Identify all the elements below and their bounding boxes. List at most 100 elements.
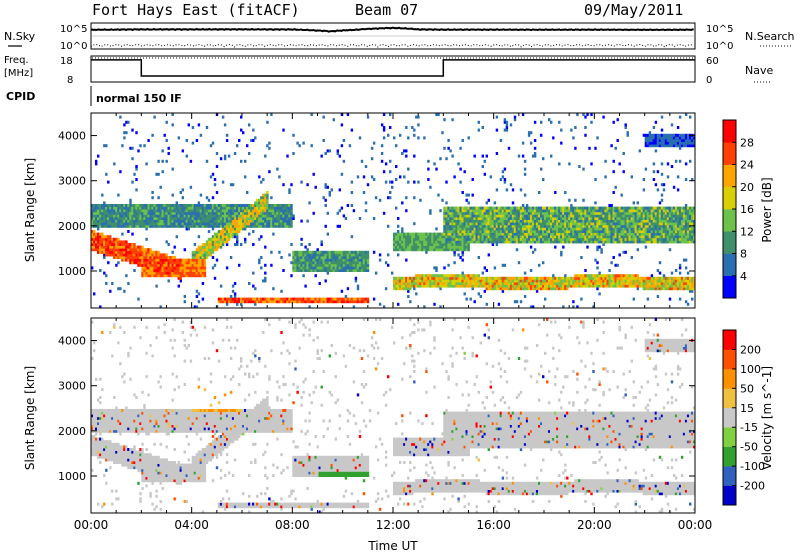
power-cell	[509, 209, 513, 213]
power-cell	[459, 276, 462, 280]
power-cell	[642, 284, 646, 288]
power-cell	[562, 206, 565, 210]
power-cell	[103, 144, 106, 148]
power-cell	[511, 211, 515, 215]
power-cell	[473, 300, 476, 304]
power-cell	[620, 211, 623, 215]
power-cell	[346, 287, 350, 291]
power-cell	[101, 248, 104, 252]
power-cell	[636, 284, 640, 288]
power-cell	[415, 279, 418, 283]
power-cell	[131, 261, 134, 265]
power-cell	[521, 204, 525, 207]
power-cell	[437, 284, 440, 288]
power-cell	[459, 237, 462, 241]
power-cell	[538, 209, 541, 213]
power-cell	[644, 136, 648, 140]
power-cell	[544, 224, 547, 228]
power-cell	[519, 300, 523, 304]
power-cell	[278, 204, 281, 207]
power-cell	[360, 159, 364, 163]
power-cell	[284, 224, 287, 228]
power-cell	[527, 284, 531, 288]
power-cell	[125, 211, 128, 215]
power-cell	[290, 206, 293, 210]
power-cell	[258, 222, 261, 226]
power-cell	[602, 222, 605, 226]
power-cell	[461, 271, 464, 275]
power-cell	[582, 211, 585, 215]
power-cell	[592, 305, 595, 309]
power-cell	[203, 258, 207, 262]
power-cell	[401, 240, 404, 244]
power-cell	[598, 219, 601, 223]
power-cell	[425, 232, 428, 236]
power-cell	[366, 256, 370, 259]
power-cell	[638, 284, 642, 288]
power-cell	[346, 258, 350, 262]
power-cell	[574, 217, 577, 220]
power-cell	[97, 206, 100, 210]
power-cell	[354, 279, 358, 283]
power-cell	[187, 214, 191, 218]
power-cell	[264, 214, 267, 218]
power-cell	[533, 222, 537, 226]
power-cell	[574, 206, 577, 210]
power-cell	[159, 256, 162, 259]
power-cell	[578, 219, 581, 223]
power-cell	[125, 120, 128, 124]
power-cell	[211, 266, 215, 270]
power-cell	[197, 201, 201, 205]
power-cell	[141, 263, 144, 267]
power-cell	[173, 224, 176, 228]
power-cell	[550, 217, 553, 220]
power-cell	[503, 284, 507, 288]
power-cell	[592, 209, 595, 213]
power-cell	[614, 217, 617, 220]
power-cell	[445, 227, 448, 231]
power-cell	[193, 271, 197, 275]
power-cell	[213, 209, 217, 213]
power-cell	[282, 297, 285, 301]
power-cell	[441, 279, 444, 283]
power-cell	[256, 211, 259, 215]
power-cell	[127, 209, 130, 213]
power-cell	[227, 235, 231, 239]
power-cell	[461, 243, 464, 246]
power-cell	[151, 274, 154, 278]
power-cell	[435, 269, 438, 272]
power-cell	[620, 227, 623, 231]
power-cell	[457, 235, 460, 239]
power-cell	[147, 253, 150, 257]
power-cell	[137, 245, 140, 249]
power-cell	[157, 258, 160, 262]
power-cell	[322, 300, 325, 304]
power-cell	[310, 266, 313, 270]
power-cell	[640, 284, 644, 288]
power-cell	[507, 227, 511, 231]
power-cell	[467, 248, 470, 252]
power-cell	[384, 261, 388, 265]
power-cell	[405, 196, 408, 200]
power-cell	[149, 269, 152, 272]
power-cell	[165, 206, 168, 210]
power-cell	[463, 279, 466, 283]
power-cell	[358, 266, 362, 270]
power-cell	[620, 282, 623, 285]
power-cell	[300, 256, 303, 259]
power-cell	[242, 219, 245, 223]
power-cell	[225, 240, 229, 244]
power-cell	[560, 217, 563, 220]
power-cell	[201, 253, 205, 257]
power-cell	[157, 256, 160, 259]
power-cell	[324, 253, 327, 257]
power-cell	[461, 235, 464, 239]
power-cell	[523, 206, 527, 210]
power-cell	[538, 206, 541, 210]
power-cell	[175, 235, 179, 239]
power-cell	[572, 282, 575, 285]
power-cell	[109, 219, 112, 223]
power-cell	[560, 276, 563, 280]
power-cell	[554, 276, 557, 280]
power-cell	[513, 217, 517, 220]
